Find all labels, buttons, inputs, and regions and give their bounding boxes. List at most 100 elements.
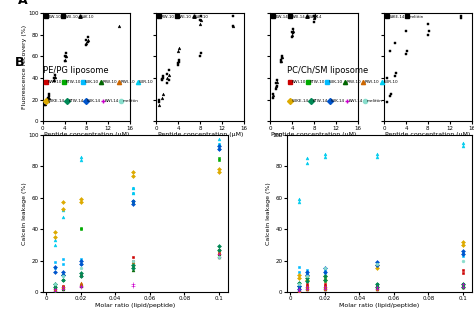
Point: [77, 274, 84, 279]
Point: [459, 258, 467, 263]
Point: [229, 13, 237, 19]
Point: [459, 282, 467, 287]
Point: [60, 256, 67, 262]
Point: [215, 252, 223, 257]
Point: [77, 282, 84, 287]
Point: [459, 285, 467, 290]
Point: [77, 261, 84, 266]
Point: [60, 272, 67, 277]
Point: [321, 277, 328, 282]
Point: [174, 48, 182, 53]
Point: [61, 54, 68, 59]
Point: [459, 253, 467, 258]
Point: [45, 97, 52, 102]
Point: [392, 70, 400, 75]
Point: [304, 282, 311, 287]
Point: [129, 170, 137, 175]
Point: [129, 200, 137, 205]
Point: [425, 29, 433, 34]
Point: [51, 285, 59, 290]
Point: [272, 83, 280, 88]
Point: [51, 74, 58, 80]
Point: [215, 146, 223, 152]
Point: [159, 75, 167, 81]
Point: [288, 32, 296, 37]
Point: [304, 277, 311, 282]
Point: [60, 285, 67, 290]
Point: [51, 285, 59, 290]
Point: [51, 265, 59, 270]
Point: [373, 285, 380, 290]
Point: [84, 38, 91, 43]
Point: [269, 95, 277, 100]
Point: [321, 285, 328, 290]
Point: [277, 58, 285, 63]
Point: [459, 267, 467, 273]
Point: [321, 286, 328, 291]
Point: [77, 154, 84, 159]
Point: [295, 286, 302, 291]
Point: [215, 255, 223, 260]
Point: [84, 34, 91, 39]
Text: A: A: [18, 0, 28, 7]
Point: [77, 271, 84, 276]
X-axis label: Peptide concentration (μM): Peptide concentration (μM): [385, 132, 471, 137]
Point: [77, 225, 84, 230]
Point: [386, 48, 393, 53]
Point: [77, 283, 84, 288]
Point: [129, 186, 137, 191]
Point: [310, 19, 318, 24]
Point: [321, 286, 328, 291]
Point: [290, 29, 297, 34]
Point: [51, 286, 59, 291]
Point: [373, 266, 380, 271]
Point: [77, 227, 84, 232]
Point: [272, 81, 280, 86]
Point: [50, 79, 57, 84]
Point: [290, 31, 297, 36]
Point: [174, 60, 182, 65]
X-axis label: Peptide concentration (μM): Peptide concentration (μM): [271, 132, 357, 137]
Point: [459, 239, 467, 244]
Point: [277, 57, 285, 62]
Point: [155, 102, 163, 108]
Point: [60, 261, 67, 266]
Point: [273, 83, 281, 88]
Point: [295, 286, 302, 291]
Point: [321, 267, 328, 273]
Point: [459, 252, 467, 257]
Point: [51, 269, 59, 274]
Point: [82, 38, 90, 43]
Point: [402, 29, 410, 34]
Point: [51, 285, 59, 290]
Point: [373, 285, 380, 290]
Point: [215, 255, 223, 260]
Point: [51, 286, 59, 291]
Point: [215, 143, 223, 148]
Point: [424, 32, 432, 37]
Point: [321, 266, 328, 271]
Point: [60, 277, 67, 282]
Point: [459, 285, 467, 290]
Point: [42, 99, 49, 104]
Point: [176, 57, 183, 62]
Point: [129, 198, 137, 204]
Point: [77, 283, 84, 288]
Point: [215, 157, 223, 162]
Point: [155, 99, 163, 104]
Point: [60, 277, 67, 282]
Point: [321, 271, 328, 276]
Point: [60, 285, 67, 290]
Legend: WIKE-14, KTW-14, WIK-14, KWI-14, melittin: WIKE-14, KTW-14, WIK-14, KWI-14, melitti…: [289, 99, 383, 103]
Point: [373, 151, 380, 156]
Point: [295, 288, 302, 293]
Point: [51, 282, 59, 287]
Point: [321, 275, 328, 281]
Point: [51, 260, 59, 265]
Point: [321, 277, 328, 282]
Point: [51, 288, 59, 293]
Point: [60, 214, 67, 219]
Point: [51, 282, 59, 287]
Point: [62, 54, 69, 59]
Point: [215, 247, 223, 252]
